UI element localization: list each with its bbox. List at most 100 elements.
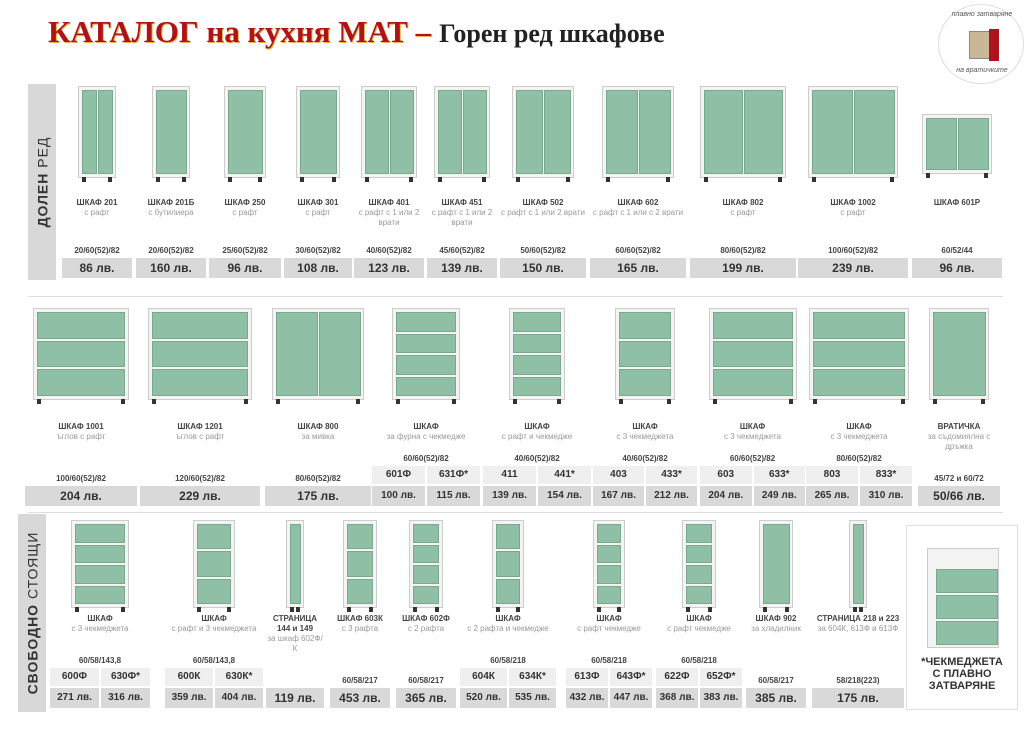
cabinet-image <box>708 308 797 404</box>
item-description: ъглов с рафт <box>175 432 225 441</box>
item-dimensions: 80/60(52)/82 <box>295 474 341 483</box>
item-text: ШКАФ 1002 с рафт 100/60(52)/82 239 лв. <box>798 198 908 278</box>
item-price: 404 лв. <box>215 688 263 708</box>
cabinet-image <box>193 520 235 612</box>
item-text: ВРАТИЧКА за съдомиялна с дръжка 45/72 и 60… <box>918 422 1000 506</box>
item-prices: 365 лв. <box>396 688 456 708</box>
item-code: 600К <box>165 668 213 686</box>
catalog-item: ШКАФ 201Б с бутилиера 20/60(52)/82 160 лв. <box>136 0 206 733</box>
item-text: ШКАФ с 3 чекмеджета 40/60(52)/82 403 433* 167… <box>593 422 697 506</box>
divider <box>28 512 1003 513</box>
item-description: за шкаф 602Ф/К <box>267 634 323 653</box>
drawer-cabinet-image <box>927 548 999 648</box>
item-code: 634К* <box>509 668 556 686</box>
cabinet-image <box>509 308 565 404</box>
item-name: ШКАФ <box>201 614 227 623</box>
catalog-item: ШКАФ 250 с рафт 25/60(52)/82 96 лв. <box>209 0 281 733</box>
cabinet-image <box>343 520 377 612</box>
item-dimensions: 60/52/44 <box>941 246 973 255</box>
item-heading: ШКАФ 1201 ъглов с рафт <box>140 422 260 442</box>
item-prices: 359 лв. 404 лв. <box>165 688 263 708</box>
item-dimensions: 60/60(52)/82 <box>615 246 661 255</box>
item-price: 316 лв. <box>101 688 150 708</box>
cabinet-image <box>809 308 909 404</box>
item-dimensions: 50/60(52)/82 <box>520 246 566 255</box>
item-price: 204 лв. <box>700 486 752 506</box>
item-name: ШКАФ 602Ф <box>402 614 450 623</box>
catalog-item: ШКАФ с рафт чекмедже 60/58/218 613Ф 643Ф* 432… <box>566 0 652 733</box>
item-prices: 229 лв. <box>140 486 260 506</box>
item-prices: 239 лв. <box>798 258 908 278</box>
catalog-item: ШКАФ 1002 с рафт 100/60(52)/82 239 лв. <box>798 0 908 733</box>
item-dimensions: 100/60(52)/82 <box>56 474 106 483</box>
item-price: 453 лв. <box>330 688 390 708</box>
divider <box>28 296 1003 297</box>
cabinet-image <box>682 520 716 612</box>
item-description: с рафт <box>730 208 756 217</box>
catalog-item: ШКАФ 401 с рафт с 1 или 2 врати 40/60(52)/… <box>354 0 424 733</box>
item-price: 229 лв. <box>140 486 260 506</box>
cabinet-image <box>593 520 625 612</box>
item-description: с рафт с 1 или 2 врати <box>358 208 420 227</box>
catalog-item: ШКАФ 1001 ъглов с рафт 100/60(52)/82 204 лв… <box>25 0 137 733</box>
item-text: ШКАФ 603К с 3 рафта 60/58/217 453 лв. <box>330 614 390 708</box>
catalog-item: ШКАФ за фурна с чекмедже 60/60(52)/82 601Ф 6… <box>372 0 480 733</box>
item-price: 212 лв. <box>646 486 697 506</box>
cabinet-image <box>152 86 190 182</box>
item-price: 447 лв. <box>610 688 652 708</box>
item-codes: 613Ф 643Ф* <box>566 668 652 686</box>
spacer <box>566 634 652 655</box>
item-codes: 601Ф 631Ф* <box>372 466 480 484</box>
item-heading: ШКАФ 602Ф с 2 рафта <box>396 614 456 634</box>
item-heading: ШКАФ с 2 рафта и чекмедже <box>460 614 556 634</box>
cabinet-image <box>71 520 129 612</box>
item-dimensions: 20/60(52)/82 <box>74 246 120 255</box>
item-dimensions: 60/60(52)/82 <box>403 454 449 463</box>
item-heading: ШКАФ 602 с рафт с 1 или с 2 врати <box>590 198 686 218</box>
item-name: ШКАФ 401 <box>368 198 410 207</box>
item-name: ШКАФ <box>413 422 439 431</box>
cabinet-image <box>922 114 992 178</box>
item-code: 633* <box>753 466 805 484</box>
catalog-item: ШКАФ 1201 ъглов с рафт 120/60(52)/82 229 лв… <box>140 0 260 733</box>
item-code: 630Ф* <box>101 668 150 686</box>
item-code: 613Ф <box>566 668 608 686</box>
item-codes: 411 441* <box>483 466 591 484</box>
item-price: 310 лв. <box>860 486 912 506</box>
catalog-item: ШКАФ 902 за хладилник 60/58/217 385 лв. <box>746 0 806 733</box>
cabinet-image <box>602 86 674 182</box>
spacer <box>656 634 742 655</box>
catalog-item: ШКАФ с 3 чекмеджета 40/60(52)/82 403 433* 167… <box>593 0 697 733</box>
item-description: с рафт и 3 чекмеджета <box>171 624 257 633</box>
catalog-item: ШКАФ 800 за мивка 80/60(52)/82 175 лв. <box>265 0 371 733</box>
item-text: ШКАФ 802 с рафт 80/60(52)/82 199 лв. <box>690 198 796 278</box>
item-heading: ШКАФ с 3 чекмеджета <box>806 422 912 442</box>
catalog-item: ШКАФ 201 с рафт 20/60(52)/82 86 лв. <box>62 0 132 733</box>
door-logo-icon <box>989 29 999 61</box>
catalog-item: ШКАФ 802 с рафт 80/60(52)/82 199 лв. <box>690 0 796 733</box>
item-name: ШКАФ 201 <box>76 198 118 207</box>
cabinet-image <box>409 520 443 612</box>
item-description: с рафт <box>232 208 258 217</box>
item-price: 167 лв. <box>593 486 644 506</box>
item-dimensions: 60/58/217 <box>758 676 794 685</box>
item-text: ШКАФ 301 с рафт 30/60(52)/82 108 лв. <box>284 198 352 278</box>
item-code: 652Ф* <box>700 668 742 686</box>
item-price: 139 лв. <box>483 486 536 506</box>
item-heading: ШКАФ 502 с рафт с 1 или 2 врати <box>500 198 586 218</box>
item-description: за фурна с чекмедже <box>386 432 466 441</box>
item-prices: 204 лв. <box>25 486 137 506</box>
item-description: ъглов с рафт <box>56 432 106 441</box>
item-text: ШКАФ 902 за хладилник 60/58/217 385 лв. <box>746 614 806 708</box>
item-price: 368 лв. <box>656 688 698 708</box>
item-code: 631Ф* <box>427 466 480 484</box>
catalog-item: ШКАФ 301 с рафт 30/60(52)/82 108 лв. <box>284 0 352 733</box>
item-description: с рафт с 1 или 2 врати <box>431 208 493 227</box>
item-dimensions: 60/60(52)/82 <box>729 454 776 463</box>
cabinet-image <box>434 86 490 182</box>
soft-close-drawers-note: *ЧЕКМЕДЖЕТА С ПЛАВНО ЗАТВАРЯНЕ <box>906 525 1018 710</box>
item-heading: ШКАФ 301 с рафт <box>284 198 352 218</box>
item-prices: 100 лв. 115 лв. <box>372 486 480 506</box>
item-heading: ШКАФ 1001 ъглов с рафт <box>25 422 137 442</box>
cabinet-image <box>759 520 793 612</box>
